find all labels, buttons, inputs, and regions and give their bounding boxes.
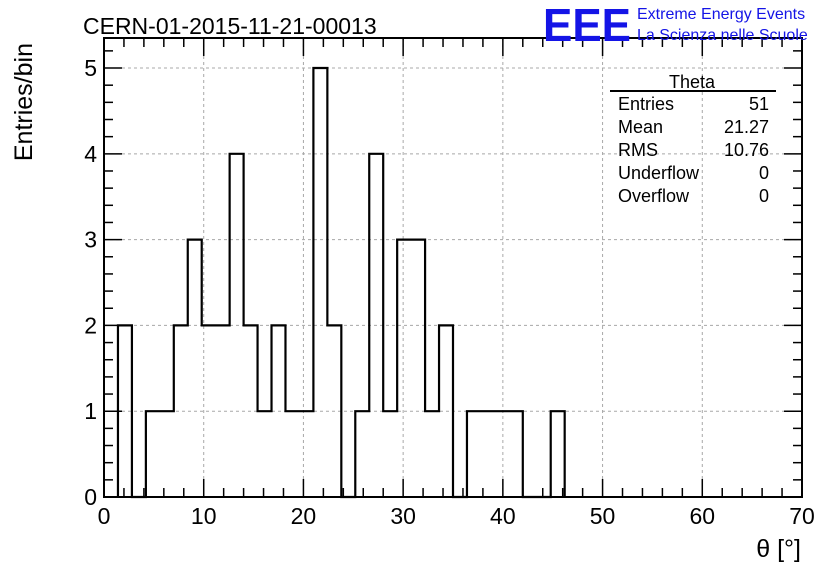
histogram-bin — [285, 411, 299, 497]
y-tick-labels: 0 1 2 3 4 5 — [84, 55, 97, 510]
y-tick-label: 3 — [84, 227, 97, 253]
x-axis-label: θ [°] — [756, 535, 801, 563]
histogram-outline — [116, 66, 566, 499]
x-tick-label: 30 — [390, 503, 416, 529]
stats-row: Underflow 0 — [618, 163, 769, 183]
plot-frame — [103, 37, 803, 498]
x-tick-label: 70 — [789, 503, 815, 529]
x-tick-label: 50 — [590, 503, 616, 529]
histogram-bin — [258, 411, 272, 497]
eee-logo-line2: La Scienza nelle Scuole — [637, 27, 808, 44]
stats-row-value: 0 — [759, 186, 769, 206]
histogram-bin — [467, 411, 481, 497]
y-tick-label: 4 — [84, 141, 97, 167]
stats-row-label: Underflow — [618, 163, 700, 183]
histogram-bin — [299, 411, 313, 497]
eee-logo-line1: Extreme Energy Events — [637, 6, 805, 23]
stats-box-title: Theta — [669, 72, 716, 92]
x-tick-label: 10 — [191, 503, 217, 529]
histogram-bin — [383, 411, 397, 497]
stats-row: RMS 10.76 — [618, 140, 769, 160]
stats-row: Entries 51 — [618, 94, 769, 114]
histogram-bin — [146, 411, 160, 497]
histogram-bin — [188, 240, 202, 497]
eee-logo-mark: EEE — [543, 0, 631, 51]
x-tick-label: 60 — [689, 503, 715, 529]
histogram-bars — [116, 66, 566, 499]
x-tick-label: 40 — [490, 503, 516, 529]
histogram-bin — [509, 411, 523, 497]
y-axis-label: Entries/bin — [10, 43, 38, 161]
y-tick-label: 2 — [84, 312, 97, 338]
histogram-bin — [481, 411, 495, 497]
histogram-bin — [397, 240, 411, 497]
histogram-bin — [355, 411, 369, 497]
x-tick-label: 0 — [98, 503, 111, 529]
stats-row-label: Mean — [618, 117, 663, 137]
y-tick-label: 0 — [84, 484, 97, 510]
axis-ticks — [103, 38, 803, 498]
stats-box: Theta Entries 51 Mean 21.27 RMS 10.76 Underflo… — [610, 72, 776, 206]
histogram-bin — [551, 411, 565, 497]
stats-row-value: 0 — [759, 163, 769, 183]
y-tick-label: 1 — [84, 398, 97, 424]
histogram-bin — [425, 411, 439, 497]
histogram-bin — [495, 411, 509, 497]
stats-row-label: Entries — [618, 94, 674, 114]
stats-row-label: RMS — [618, 140, 658, 160]
stats-row-value: 51 — [749, 94, 769, 114]
stats-row-value: 10.76 — [724, 140, 769, 160]
stats-row-value: 21.27 — [724, 117, 769, 137]
y-tick-label: 5 — [84, 55, 97, 81]
histogram-bin — [411, 240, 425, 497]
x-tick-label: 20 — [291, 503, 317, 529]
stats-row-label: Overflow — [618, 186, 690, 206]
stats-row: Overflow 0 — [618, 186, 769, 206]
stats-row: Mean 21.27 — [618, 117, 769, 137]
histogram-bin — [174, 325, 188, 497]
histogram-bin — [216, 325, 230, 497]
chart-title: CERN-01-2015-11-21-00013 — [83, 13, 377, 39]
histogram-bin — [313, 68, 327, 497]
x-tick-labels: 0 10 20 30 40 50 60 70 — [98, 503, 815, 529]
eee-logo: EEE Extreme Energy Events La Scienza nel… — [543, 0, 808, 51]
histogram-bin — [160, 411, 174, 497]
